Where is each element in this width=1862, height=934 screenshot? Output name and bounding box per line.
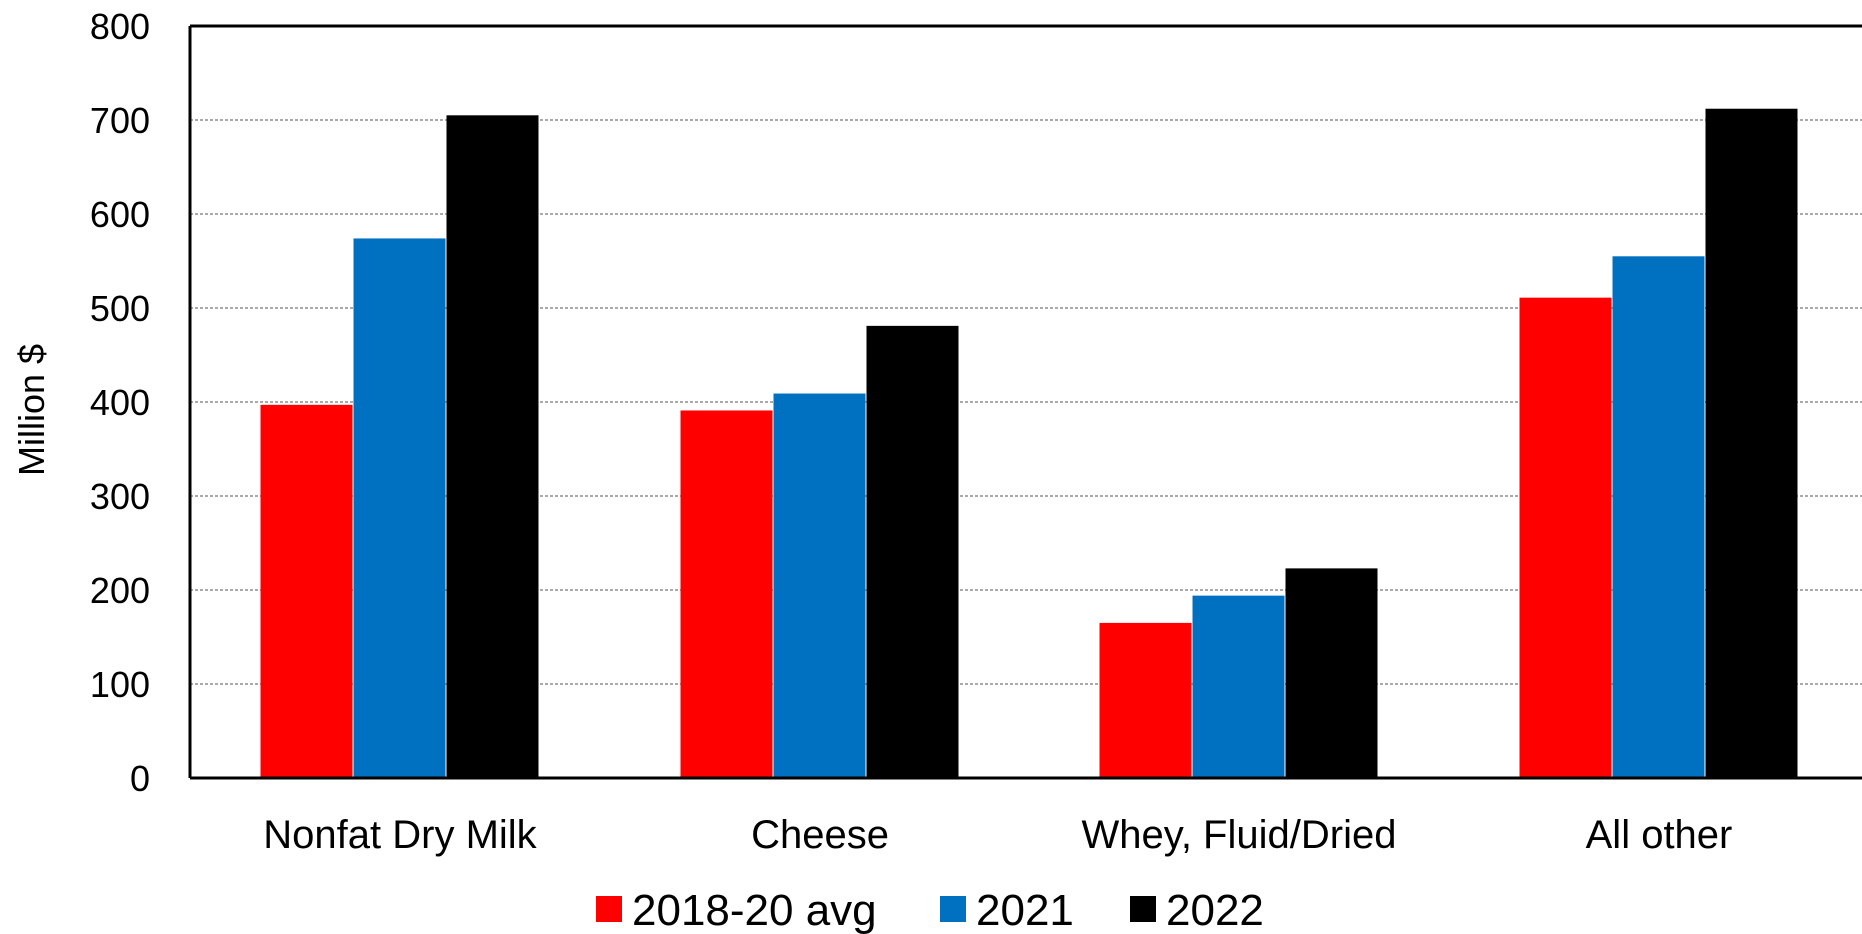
y-tick-label: 700: [90, 100, 150, 141]
x-category-label: Nonfat Dry Milk: [263, 813, 537, 857]
bar-2021-0: [353, 238, 446, 778]
legend: 2018-20 avg 2021 2022: [596, 886, 1264, 934]
bar-2018-20-avg-0: [260, 404, 353, 778]
y-tick-label: 800: [90, 6, 150, 47]
legend-label: 2021: [976, 886, 1074, 934]
x-category-label: All other: [1586, 813, 1733, 857]
legend-swatch: [940, 896, 966, 922]
legend-swatch: [596, 896, 622, 922]
bars: [260, 108, 1798, 779]
x-category-label: Whey, Fluid/Dried: [1082, 813, 1397, 857]
y-axis-title: Million $: [11, 344, 52, 476]
y-tick-label: 600: [90, 194, 150, 235]
y-tick-label: 100: [90, 664, 150, 705]
bar-2022-2: [1285, 568, 1378, 778]
legend-swatch: [1130, 896, 1156, 922]
legend-label: 2022: [1166, 886, 1264, 934]
bar-2022-0: [446, 115, 539, 779]
bar-2022-3: [1705, 108, 1798, 779]
gridlines: [190, 119, 1862, 685]
y-tick-label: 300: [90, 476, 150, 517]
x-category-labels: Nonfat Dry Milk Cheese Whey, Fluid/Dried Al…: [263, 813, 1732, 857]
bar-2021-2: [1192, 595, 1285, 778]
bar-2021-1: [773, 393, 866, 778]
legend-label: 2018-20 avg: [632, 886, 877, 934]
y-tick-label: 0: [130, 758, 150, 799]
y-tick-label: 400: [90, 382, 150, 423]
y-tick-label: 200: [90, 570, 150, 611]
bar-2018-20-avg-3: [1519, 297, 1612, 778]
bar-2018-20-avg-1: [680, 410, 773, 778]
x-category-label: Cheese: [751, 813, 889, 857]
bar-2022-1: [866, 325, 959, 778]
bar-2018-20-avg-2: [1099, 622, 1192, 778]
bar-2021-3: [1612, 256, 1705, 778]
y-tick-labels: 0 100 200 300 400 500 600 700 800: [90, 6, 150, 799]
axes: [188, 24, 1862, 780]
y-tick-label: 500: [90, 288, 150, 329]
